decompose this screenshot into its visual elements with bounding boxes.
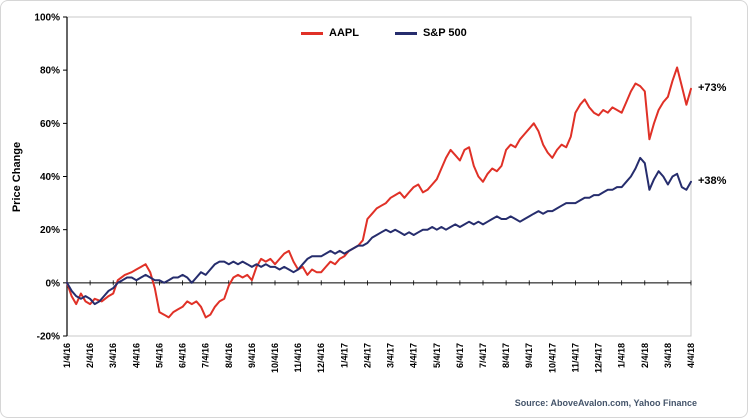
svg-text:2/4/17: 2/4/17 bbox=[362, 343, 372, 368]
svg-text:100%: 100% bbox=[34, 13, 60, 24]
y-axis-title: Price Change bbox=[11, 141, 23, 213]
svg-text:60%: 60% bbox=[40, 119, 60, 130]
svg-text:10/4/16: 10/4/16 bbox=[270, 343, 280, 373]
svg-text:20%: 20% bbox=[40, 225, 60, 236]
svg-text:3/4/17: 3/4/17 bbox=[386, 343, 396, 368]
svg-text:12/4/16: 12/4/16 bbox=[316, 343, 326, 373]
svg-text:2/4/18: 2/4/18 bbox=[640, 343, 650, 368]
svg-text:5/4/17: 5/4/17 bbox=[432, 343, 442, 368]
svg-text:11/4/17: 11/4/17 bbox=[570, 343, 580, 373]
svg-text:3/4/18: 3/4/18 bbox=[663, 343, 673, 368]
svg-text:8/4/16: 8/4/16 bbox=[224, 343, 234, 368]
svg-text:12/4/17: 12/4/17 bbox=[594, 343, 604, 373]
svg-text:0%: 0% bbox=[46, 278, 61, 289]
source-note: Source: AboveAvalon.com, Yahoo Finance bbox=[514, 398, 697, 408]
svg-text:4/4/16: 4/4/16 bbox=[131, 343, 141, 368]
svg-text:5/4/16: 5/4/16 bbox=[154, 343, 164, 368]
svg-text:1/4/16: 1/4/16 bbox=[62, 343, 72, 368]
legend-item-aapl: AAPL bbox=[301, 27, 359, 39]
svg-text:3/4/16: 3/4/16 bbox=[108, 343, 118, 368]
aapl-line-swatch bbox=[301, 31, 323, 35]
svg-text:1/4/17: 1/4/17 bbox=[339, 343, 349, 368]
svg-text:9/4/17: 9/4/17 bbox=[524, 343, 534, 368]
svg-text:9/4/16: 9/4/16 bbox=[247, 343, 257, 368]
svg-text:80%: 80% bbox=[40, 66, 60, 77]
sp500-end-annotation: +38% bbox=[698, 174, 727, 187]
svg-text:8/4/17: 8/4/17 bbox=[501, 343, 511, 368]
svg-text:-20%: -20% bbox=[37, 332, 60, 343]
svg-text:4/4/17: 4/4/17 bbox=[409, 343, 419, 368]
svg-text:7/4/16: 7/4/16 bbox=[201, 343, 211, 368]
svg-text:2/4/16: 2/4/16 bbox=[85, 343, 95, 368]
legend-item-sp500: S&P 500 bbox=[394, 27, 467, 39]
legend: AAPL S&P 500 bbox=[301, 27, 467, 39]
svg-text:7/4/17: 7/4/17 bbox=[478, 343, 488, 368]
svg-text:11/4/16: 11/4/16 bbox=[293, 343, 303, 373]
sp500-line-swatch bbox=[394, 31, 417, 35]
svg-text:10/4/17: 10/4/17 bbox=[547, 343, 557, 373]
svg-text:40%: 40% bbox=[40, 172, 60, 183]
aapl-end-annotation: +73% bbox=[698, 81, 727, 94]
legend-label-sp500: S&P 500 bbox=[422, 27, 467, 39]
svg-text:4/4/18: 4/4/18 bbox=[686, 343, 696, 368]
svg-text:6/4/16: 6/4/16 bbox=[178, 343, 188, 368]
legend-label-aapl: AAPL bbox=[329, 27, 359, 39]
svg-text:1/4/18: 1/4/18 bbox=[617, 343, 627, 368]
svg-text:6/4/17: 6/4/17 bbox=[455, 343, 465, 368]
